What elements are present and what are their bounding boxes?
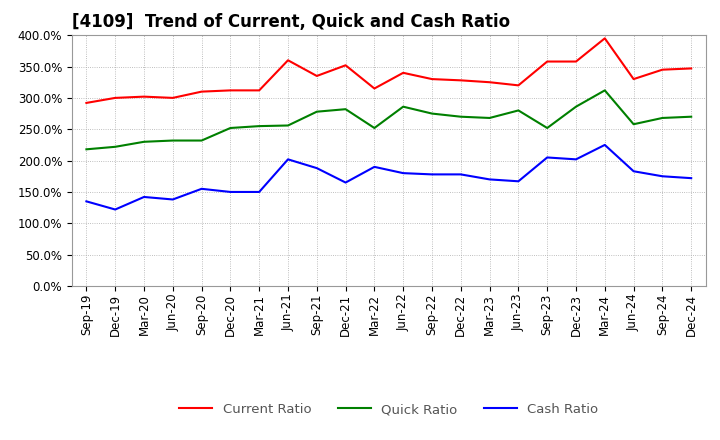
Line: Current Ratio: Current Ratio [86,38,691,103]
Line: Cash Ratio: Cash Ratio [86,145,691,209]
Current Ratio [399,70,408,75]
Current Ratio [629,77,638,82]
Cash Ratio [140,194,148,200]
Quick Ratio [312,109,321,114]
Cash Ratio [370,164,379,169]
Current Ratio [168,95,177,100]
Current Ratio [312,73,321,79]
Current Ratio [456,78,465,83]
Line: Quick Ratio: Quick Ratio [86,90,691,149]
Text: [4109]  Trend of Current, Quick and Cash Ratio: [4109] Trend of Current, Quick and Cash … [72,13,510,31]
Quick Ratio [543,125,552,131]
Quick Ratio [428,111,436,116]
Cash Ratio [312,165,321,171]
Quick Ratio [197,138,206,143]
Current Ratio [600,36,609,41]
Current Ratio [572,59,580,64]
Cash Ratio [428,172,436,177]
Current Ratio [284,58,292,63]
Current Ratio [197,89,206,94]
Cash Ratio [629,169,638,174]
Current Ratio [140,94,148,99]
Current Ratio [255,88,264,93]
Legend: Current Ratio, Quick Ratio, Cash Ratio: Current Ratio, Quick Ratio, Cash Ratio [174,398,604,422]
Quick Ratio [456,114,465,119]
Cash Ratio [399,170,408,176]
Quick Ratio [485,115,494,121]
Cash Ratio [341,180,350,185]
Cash Ratio [572,157,580,162]
Cash Ratio [485,177,494,182]
Cash Ratio [284,157,292,162]
Cash Ratio [82,199,91,204]
Current Ratio [687,66,696,71]
Cash Ratio [658,174,667,179]
Quick Ratio [600,88,609,93]
Quick Ratio [370,125,379,131]
Quick Ratio [226,125,235,131]
Cash Ratio [687,176,696,181]
Current Ratio [543,59,552,64]
Quick Ratio [284,123,292,128]
Quick Ratio [111,144,120,150]
Quick Ratio [572,104,580,109]
Cash Ratio [514,179,523,184]
Quick Ratio [687,114,696,119]
Current Ratio [658,67,667,72]
Cash Ratio [168,197,177,202]
Cash Ratio [543,155,552,160]
Quick Ratio [255,124,264,129]
Current Ratio [341,62,350,68]
Quick Ratio [341,106,350,112]
Cash Ratio [456,172,465,177]
Current Ratio [226,88,235,93]
Current Ratio [428,77,436,82]
Quick Ratio [82,147,91,152]
Current Ratio [82,100,91,106]
Current Ratio [370,86,379,91]
Current Ratio [485,80,494,85]
Quick Ratio [399,104,408,109]
Cash Ratio [111,207,120,212]
Quick Ratio [140,139,148,144]
Quick Ratio [658,115,667,121]
Quick Ratio [629,121,638,127]
Cash Ratio [600,142,609,147]
Cash Ratio [255,189,264,194]
Quick Ratio [168,138,177,143]
Current Ratio [111,95,120,100]
Cash Ratio [197,186,206,191]
Current Ratio [514,83,523,88]
Quick Ratio [514,108,523,113]
Cash Ratio [226,189,235,194]
